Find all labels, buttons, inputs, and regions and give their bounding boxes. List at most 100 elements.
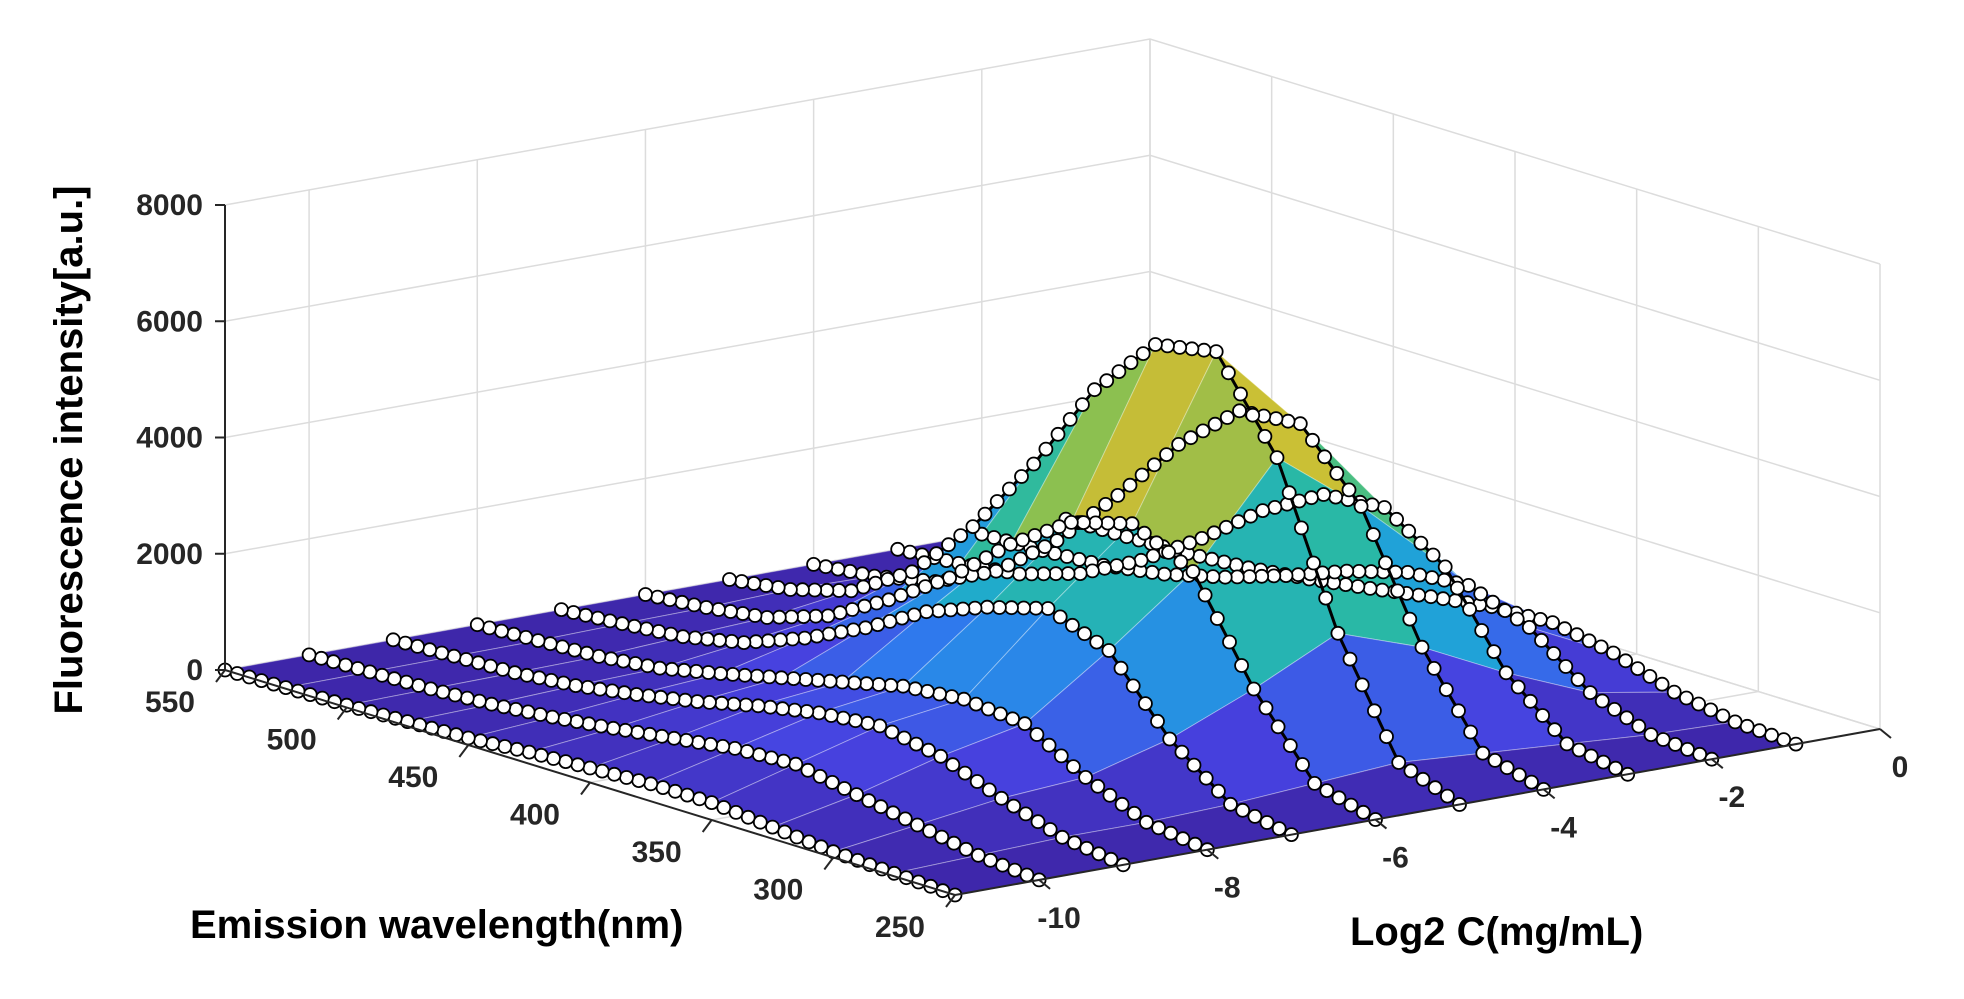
data-point — [1328, 489, 1344, 505]
data-point — [1365, 527, 1381, 542]
data-point — [521, 744, 537, 760]
data-point — [1002, 481, 1017, 497]
data-point — [1206, 525, 1222, 541]
data-point — [1233, 386, 1248, 402]
data-point — [822, 673, 838, 689]
data-point — [1148, 337, 1163, 352]
data-point — [894, 610, 910, 626]
data-point — [603, 651, 619, 667]
data-point — [1186, 757, 1202, 773]
data-point — [941, 537, 956, 553]
data-point — [727, 741, 743, 756]
data-point — [992, 600, 1007, 615]
data-point — [1103, 851, 1119, 867]
data-point — [703, 737, 718, 752]
data-point — [1282, 738, 1298, 753]
data-point — [1266, 568, 1282, 584]
data-point — [1596, 754, 1611, 770]
data-point — [1304, 490, 1319, 506]
data-point — [566, 605, 581, 620]
data-point — [868, 575, 883, 591]
data-point — [689, 694, 705, 709]
data-point — [1135, 346, 1151, 362]
data-point — [1087, 382, 1102, 398]
data-point — [787, 702, 803, 718]
data-point — [1013, 551, 1028, 567]
data-point — [880, 572, 896, 587]
data-point — [724, 634, 740, 649]
data-point — [688, 664, 704, 679]
data-point — [806, 557, 821, 572]
data-point — [629, 687, 644, 702]
data-point — [1138, 696, 1153, 711]
x-axis-label: Log2 C(mg/mL) — [1350, 910, 1643, 954]
data-point — [904, 564, 920, 580]
data-point — [1144, 565, 1160, 580]
data-point — [1204, 551, 1220, 567]
data-point — [1330, 625, 1346, 641]
data-point — [1463, 724, 1478, 740]
data-point — [795, 582, 810, 598]
data-point — [893, 588, 909, 603]
data-point — [846, 622, 861, 638]
data-point — [1450, 580, 1465, 596]
data-point — [1223, 796, 1238, 812]
data-point — [1642, 669, 1658, 684]
data-point — [1235, 802, 1251, 818]
data-point — [619, 770, 634, 785]
data-point — [674, 594, 690, 610]
data-point — [942, 570, 957, 586]
data-point — [821, 626, 837, 642]
data-point — [1593, 639, 1609, 655]
data-point — [1038, 441, 1054, 457]
data-point — [675, 629, 691, 645]
data-point — [374, 667, 390, 683]
x-tick — [1374, 818, 1388, 830]
grid-line — [224, 154, 1881, 382]
data-point — [1487, 753, 1503, 768]
data-point — [691, 735, 706, 750]
data-point — [1089, 634, 1105, 650]
data-point — [1036, 566, 1052, 582]
z-tick-label: 2000 — [136, 538, 203, 571]
data-point — [1122, 477, 1138, 493]
data-point — [495, 662, 511, 677]
data-point — [530, 633, 546, 648]
data-point — [1071, 552, 1087, 567]
data-point — [580, 680, 596, 695]
data-point — [1414, 639, 1430, 655]
data-point — [692, 791, 707, 807]
data-point — [1571, 742, 1587, 758]
data-point — [1159, 447, 1174, 463]
data-point — [1048, 566, 1064, 582]
data-point — [1019, 867, 1035, 883]
data-point — [1171, 436, 1186, 452]
y-tick — [336, 706, 348, 721]
data-point — [1110, 487, 1126, 503]
data-point — [1053, 748, 1069, 764]
data-point — [979, 599, 995, 615]
data-point — [1198, 770, 1214, 786]
data-point — [1259, 815, 1275, 830]
data-point — [751, 747, 767, 763]
data-point — [1607, 702, 1622, 717]
data-point — [1362, 581, 1378, 596]
data-point — [1102, 787, 1118, 803]
data-point — [1229, 569, 1245, 585]
data-point — [1558, 659, 1574, 674]
data-point — [1172, 339, 1188, 355]
data-point — [592, 681, 608, 697]
data-point — [759, 610, 775, 625]
data-point — [871, 677, 887, 692]
data-point — [1207, 416, 1223, 432]
data-point — [555, 639, 570, 655]
data-point — [313, 650, 329, 666]
data-point — [711, 602, 726, 617]
data-point — [740, 809, 756, 825]
data-point — [1354, 677, 1370, 693]
data-point — [700, 631, 715, 647]
data-point — [714, 695, 730, 711]
data-point — [1185, 564, 1201, 579]
data-point — [1182, 535, 1198, 551]
data-point — [1378, 555, 1393, 571]
